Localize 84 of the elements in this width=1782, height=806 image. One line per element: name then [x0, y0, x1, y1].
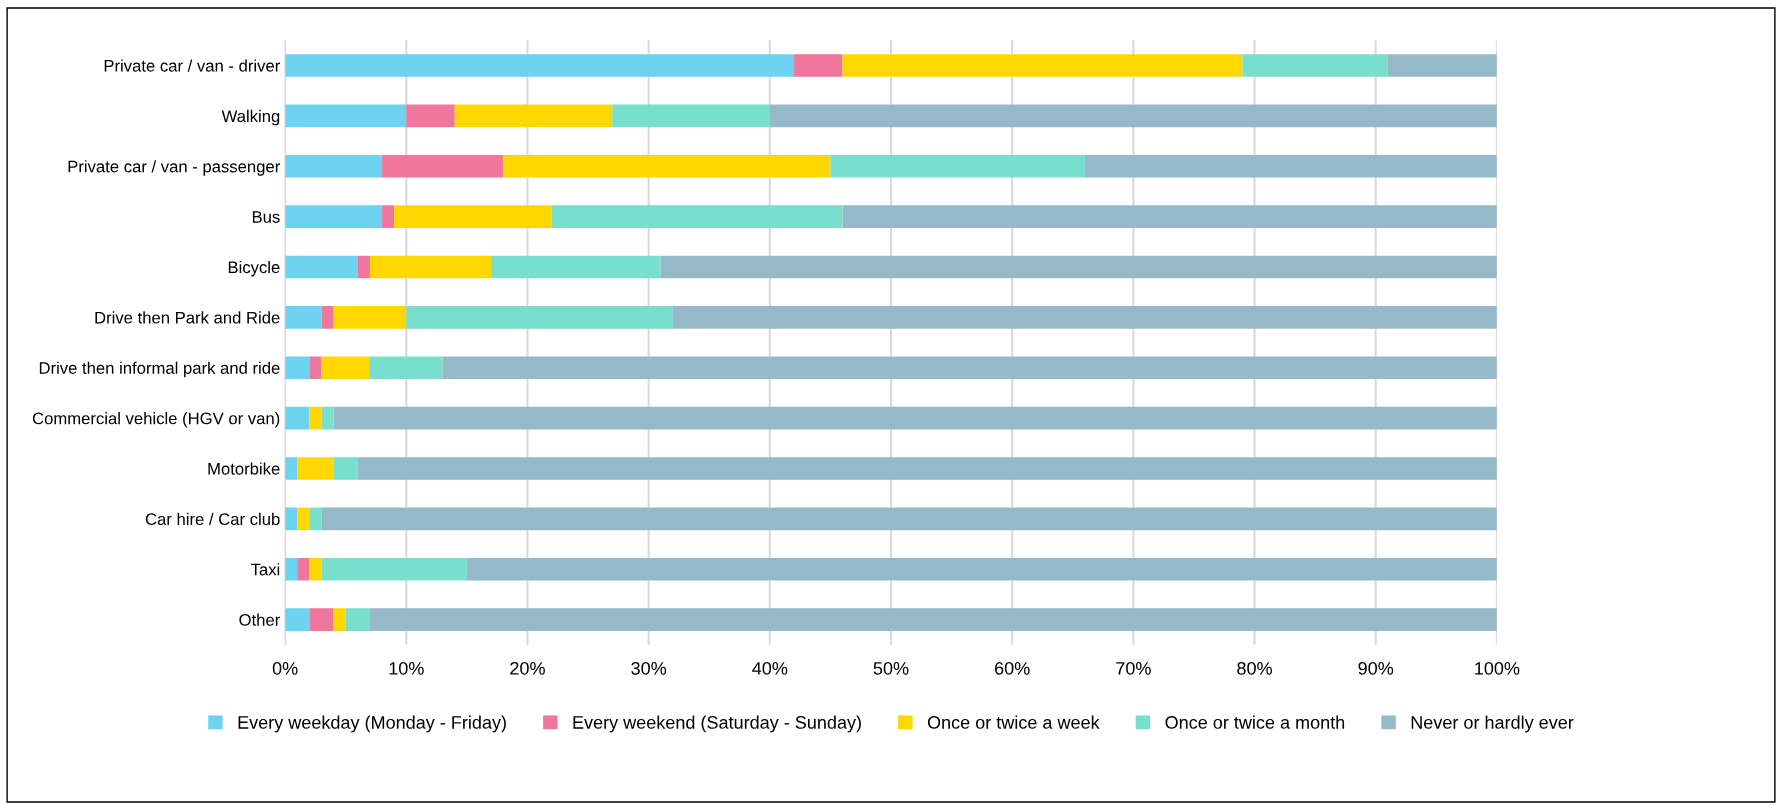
bar [491, 255, 661, 279]
x-tick-label: 100% [1475, 661, 1520, 675]
y-tick-label: Car hire / Car club [145, 512, 280, 526]
bar [309, 406, 322, 430]
bar [333, 406, 1497, 430]
y-tick-label: Commercial vehicle (HGV or van) [32, 412, 280, 428]
y-tick-label: Private car / van - driver [104, 59, 280, 72]
y-tick-label: Private car / van - passenger [68, 160, 280, 176]
bar [503, 154, 831, 178]
bar [285, 306, 322, 329]
legend-label: Once or twice a month [1165, 715, 1345, 729]
y-tick-label: Taxi [251, 563, 280, 576]
bar [285, 255, 358, 279]
x-tick-label: 70% [1116, 661, 1151, 675]
bar [382, 154, 504, 178]
bar [357, 457, 1497, 480]
bar [297, 457, 334, 480]
bar [842, 54, 1243, 77]
x-tick-label: 50% [873, 661, 909, 675]
bar [321, 557, 467, 581]
bar [406, 306, 673, 329]
bar [309, 507, 322, 531]
y-tick-label: Drive then informal park and ride [39, 361, 280, 378]
bar [321, 507, 1497, 531]
bar [285, 205, 383, 228]
bar [466, 557, 1497, 581]
x-tick-label: 90% [1358, 661, 1394, 675]
bar [309, 557, 322, 581]
bar [297, 557, 310, 581]
x-tick-label: 40% [752, 661, 788, 675]
bar [369, 356, 443, 380]
y-tick-label: Bus [252, 211, 280, 223]
x-tick-label: 10% [389, 661, 424, 675]
x-tick-label: 30% [631, 661, 667, 675]
bar [321, 306, 334, 329]
bar [285, 457, 298, 480]
y-tick-label: Walking [221, 109, 280, 126]
x-tick-label: 60% [995, 661, 1030, 675]
bar [321, 406, 334, 430]
bar [830, 154, 1085, 178]
bar [285, 154, 383, 178]
bar [660, 255, 1497, 279]
legend-label: Once or twice a week [927, 715, 1100, 729]
bar [442, 356, 1497, 380]
bar [357, 255, 370, 279]
bar [406, 104, 455, 128]
x-tick-label: 0% [272, 661, 298, 675]
bar [1242, 54, 1388, 77]
bar [333, 608, 346, 631]
y-tick-label: Other [239, 613, 280, 626]
bar [382, 205, 395, 228]
bar [285, 104, 407, 128]
bar [394, 205, 552, 228]
bar [369, 255, 492, 279]
bar [345, 608, 370, 631]
bar [285, 557, 298, 581]
bar [672, 306, 1497, 329]
bar [1387, 54, 1497, 77]
legend-label: Never or hardly ever [1411, 715, 1574, 733]
bar [612, 104, 770, 128]
bar [794, 54, 843, 77]
bar [842, 205, 1497, 228]
bar [769, 104, 1497, 128]
bar [285, 356, 310, 380]
bar [369, 608, 1497, 631]
bar [551, 205, 843, 228]
bar [454, 104, 613, 128]
bar [333, 457, 358, 480]
y-tick-label: Drive then Park and Ride [95, 311, 280, 324]
x-tick-label: 80% [1237, 661, 1272, 675]
bar [321, 356, 370, 380]
bar [285, 406, 310, 430]
bar [285, 608, 310, 631]
x-tick-label: 20% [510, 661, 545, 675]
y-tick-label: Motorbike [208, 462, 280, 475]
bar [309, 356, 322, 380]
bar [297, 507, 310, 531]
bar [309, 608, 334, 631]
bar [333, 306, 407, 329]
legend-label: Every weekend (Saturday - Sunday) [573, 715, 861, 733]
legend-label: Every weekday (Monday - Friday) [238, 715, 506, 733]
bar [1084, 154, 1497, 178]
y-tick-label: Bicycle [228, 260, 280, 277]
bar [285, 54, 795, 77]
